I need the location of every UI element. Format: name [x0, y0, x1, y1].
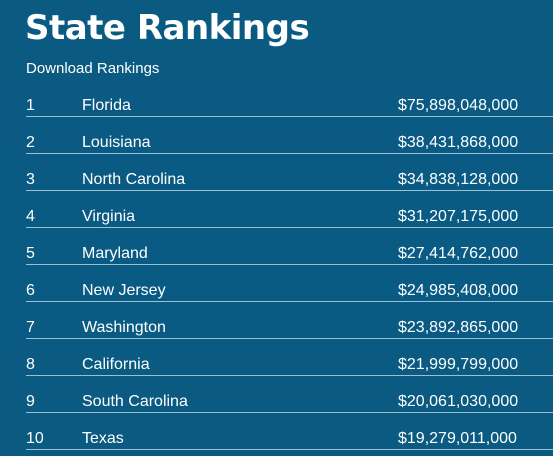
ranking-row: 8 California $21,999,799,000 — [0, 345, 553, 382]
state-value: $38,431,868,000 — [398, 134, 519, 151]
row-divider — [26, 412, 553, 413]
state-name: South Carolina — [82, 393, 188, 410]
state-value: $21,999,799,000 — [398, 356, 519, 373]
row-divider — [26, 301, 553, 302]
state-name: New Jersey — [82, 282, 166, 299]
state-name: Maryland — [82, 245, 148, 262]
ranking-row: 7 Washington $23,892,865,000 — [0, 308, 553, 345]
ranking-row: 1 Florida $75,898,048,000 — [0, 86, 553, 123]
row-divider — [26, 449, 553, 450]
state-name: Washington — [82, 319, 166, 336]
state-name: California — [82, 356, 150, 373]
state-value: $75,898,048,000 — [398, 97, 519, 114]
ranking-row: 6 New Jersey $24,985,408,000 — [0, 271, 553, 308]
download-rankings-link[interactable]: Download Rankings — [26, 60, 160, 77]
row-divider — [26, 153, 553, 154]
state-value: $23,892,865,000 — [398, 319, 519, 336]
state-value: $19,279,011,000 — [398, 430, 517, 447]
state-value: $20,061,030,000 — [398, 393, 519, 410]
ranking-row: 4 Virginia $31,207,175,000 — [0, 197, 553, 234]
row-divider — [26, 190, 553, 191]
state-name: Florida — [82, 97, 131, 114]
rank-number: 7 — [26, 319, 35, 336]
rank-number: 8 — [26, 356, 35, 373]
row-divider — [26, 338, 553, 339]
rankings-list: 1 Florida $75,898,048,000 2 Louisiana $3… — [0, 86, 553, 456]
ranking-row: 5 Maryland $27,414,762,000 — [0, 234, 553, 271]
state-name: Louisiana — [82, 134, 151, 151]
rank-number: 9 — [26, 393, 35, 410]
row-divider — [26, 264, 553, 265]
rank-number: 5 — [26, 245, 35, 262]
state-value: $27,414,762,000 — [398, 245, 519, 262]
row-divider — [26, 227, 553, 228]
rank-number: 2 — [26, 134, 35, 151]
state-value: $34,838,128,000 — [398, 171, 519, 188]
rank-number: 4 — [26, 208, 35, 225]
state-value: $24,985,408,000 — [398, 282, 519, 299]
rank-number: 6 — [26, 282, 35, 299]
ranking-row: 2 Louisiana $38,431,868,000 — [0, 123, 553, 160]
state-name: Texas — [82, 430, 124, 447]
state-name: Virginia — [82, 208, 136, 225]
rank-number: 1 — [26, 97, 35, 114]
row-divider — [26, 116, 553, 117]
rank-number: 3 — [26, 171, 35, 188]
state-value: $31,207,175,000 — [398, 208, 519, 225]
ranking-row: 3 North Carolina $34,838,128,000 — [0, 160, 553, 197]
row-divider — [26, 375, 553, 376]
page-title: State Rankings — [25, 8, 310, 48]
ranking-row: 10 Texas $19,279,011,000 — [0, 419, 553, 456]
rank-number: 10 — [26, 430, 44, 447]
ranking-row: 9 South Carolina $20,061,030,000 — [0, 382, 553, 419]
state-name: North Carolina — [82, 171, 186, 188]
